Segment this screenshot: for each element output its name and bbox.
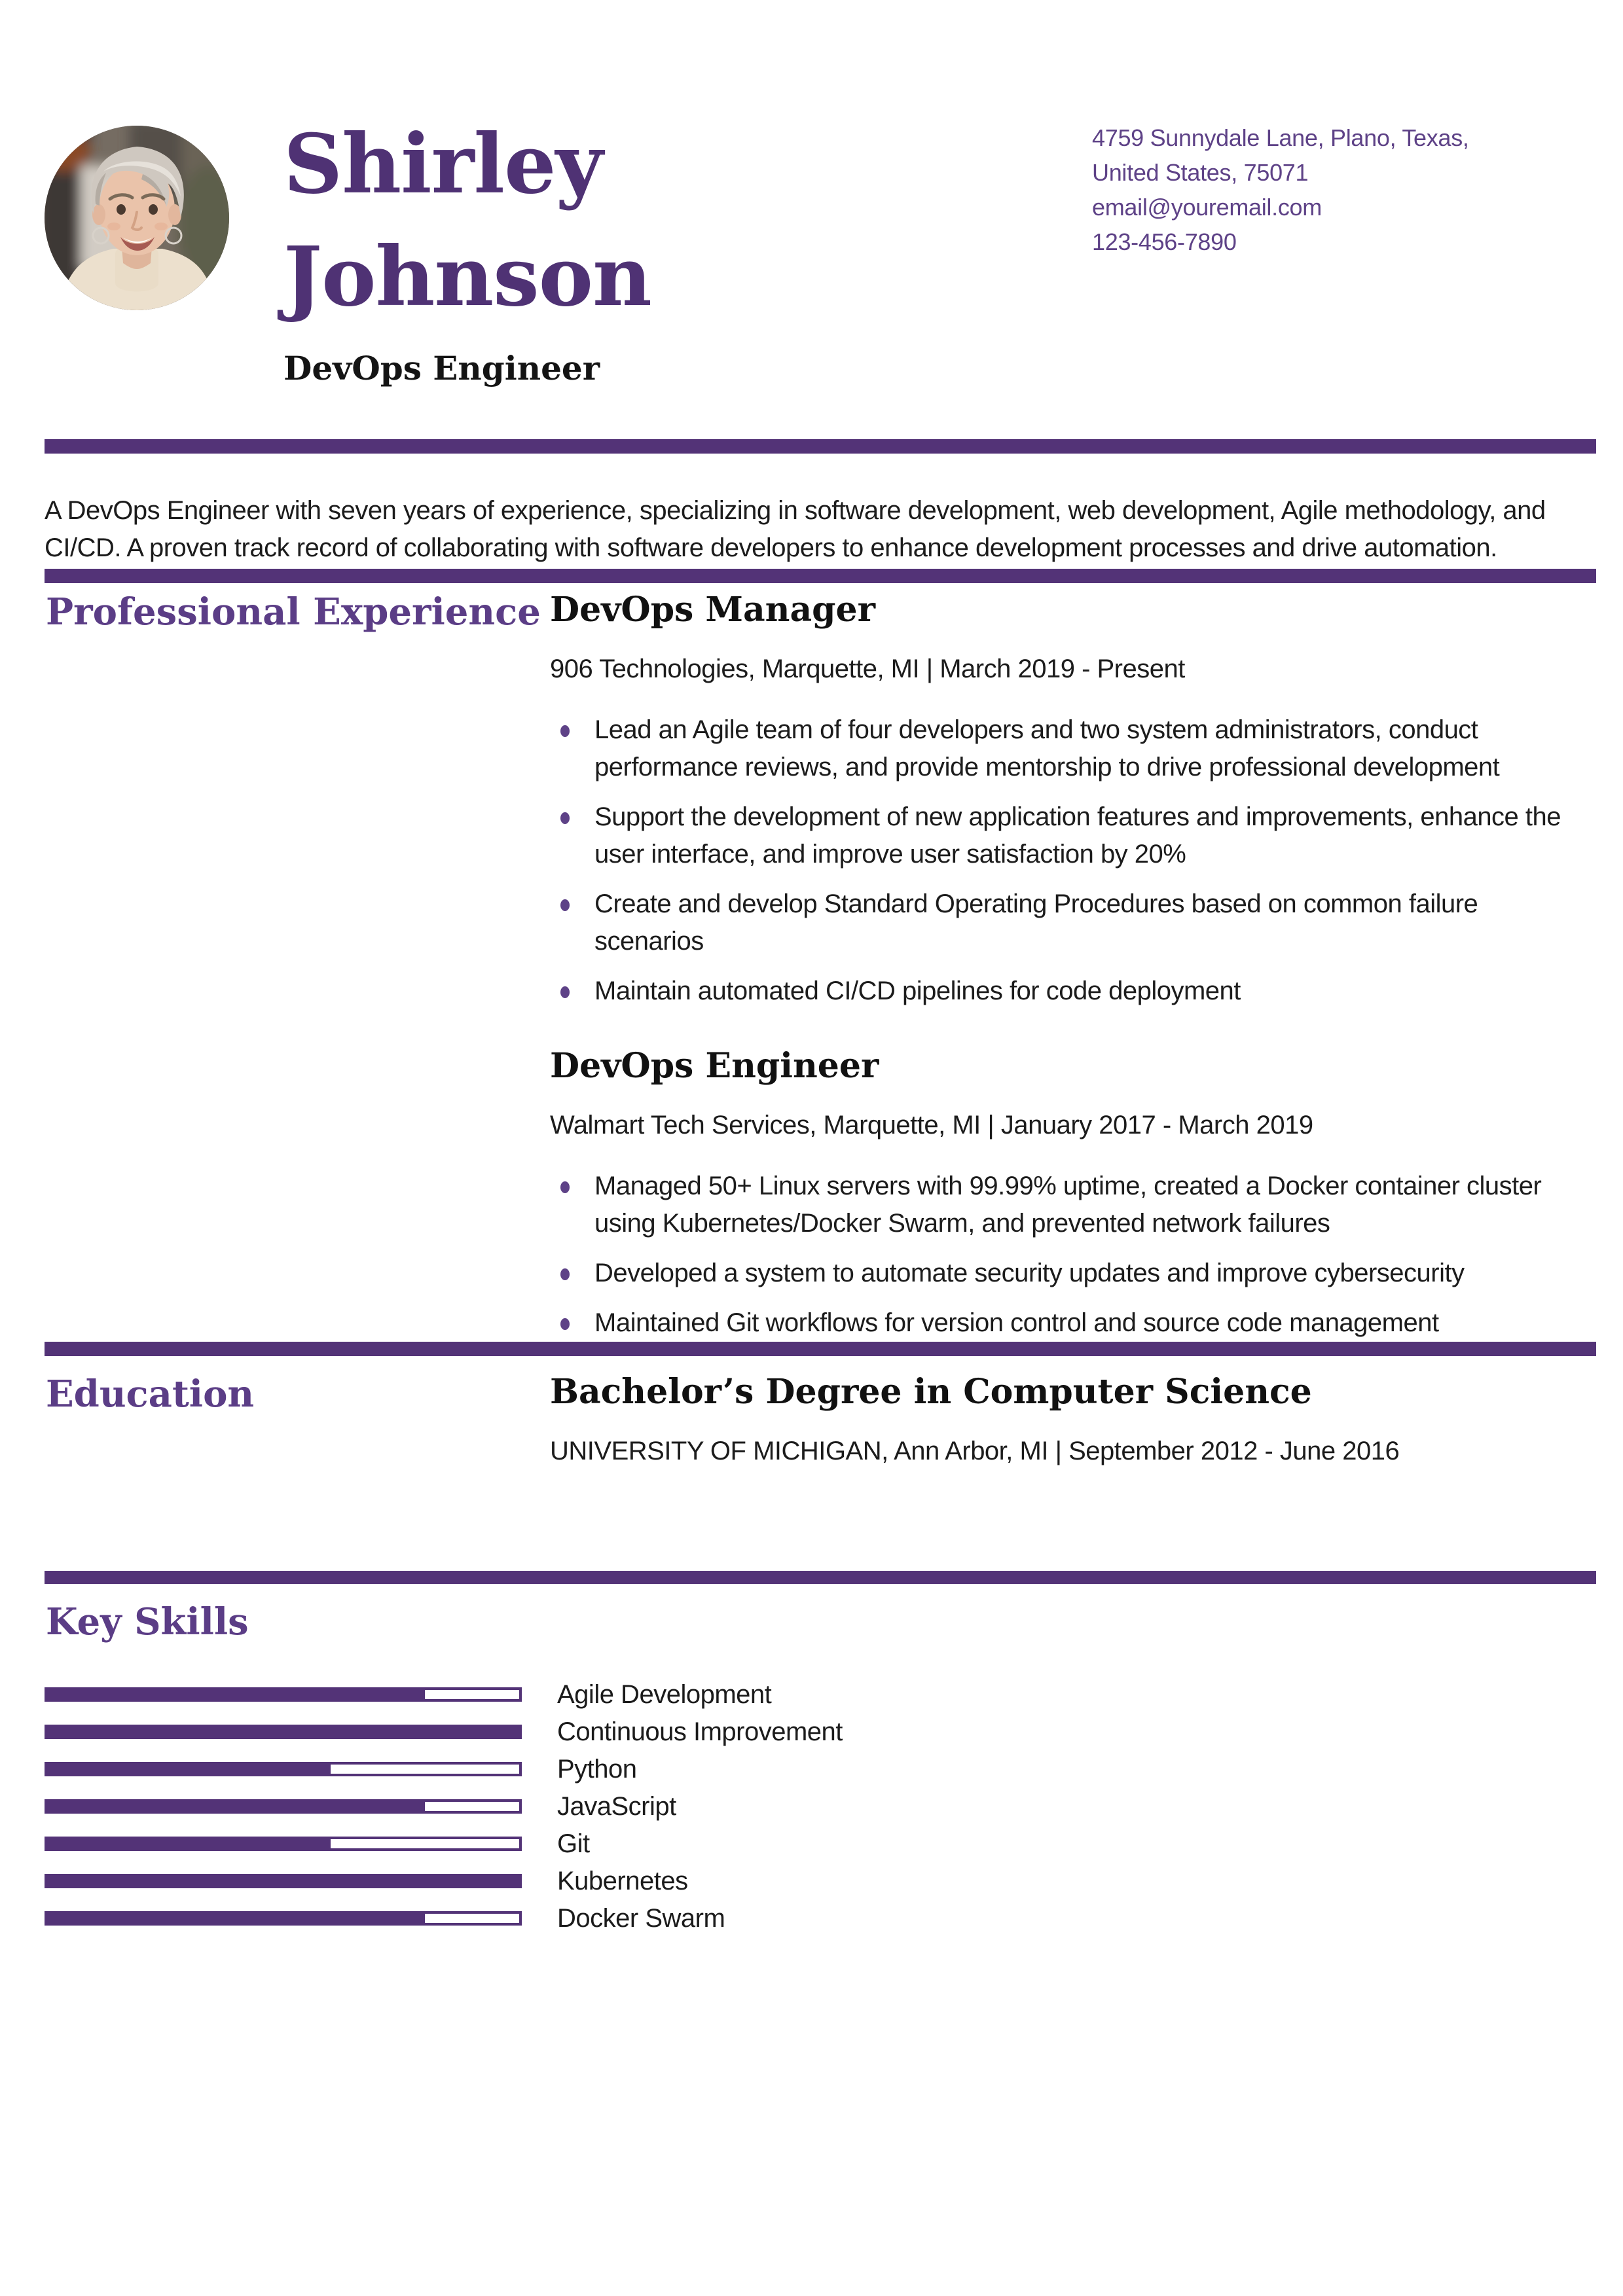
skill-row: Git [45,1829,1596,1858]
contact-address-line1: 4759 Sunnydale Lane, Plano, Texas, [1092,124,1469,151]
skill-level-bar [45,1762,522,1776]
skill-level-bar [45,1687,522,1702]
job-bullet: Maintained Git workflows for version con… [550,1304,1594,1342]
skills-list: Agile Development Continuous Improvement… [45,1680,1596,1948]
skill-label: Git [557,1829,590,1858]
job-bullet-list: Managed 50+ Linux servers with 99.99% up… [550,1168,1594,1342]
skill-level-bar [45,1911,522,1926]
skill-level-bar [45,1725,522,1739]
skill-level-bar [45,1837,522,1851]
skill-level-fill [45,1911,425,1926]
job-title: DevOps Manager [550,590,876,630]
skill-level-fill [45,1837,331,1851]
education-heading: Education [46,1372,255,1416]
contact-block: 4759 Sunnydale Lane, Plano, Texas, Unite… [1092,120,1469,259]
skill-level-fill [45,1725,522,1739]
job-bullet: Create and develop Standard Operating Pr… [550,886,1594,960]
person-last-name: Johnson [283,229,652,325]
person-role: DevOps Engineer [283,349,600,387]
skill-row: JavaScript [45,1792,1596,1821]
experience-section: Professional Experience DevOps Manager 9… [0,589,1623,1354]
skill-label: Docker Swarm [557,1904,725,1933]
experience-heading: Professional Experience [46,590,541,634]
skill-level-bar [45,1874,522,1888]
skill-label: JavaScript [557,1792,676,1821]
education-content: Bachelor’s Degree in Computer Science UN… [550,1371,1594,1470]
skill-level-bar [45,1799,522,1814]
person-name: Shirley Johnson [283,108,652,333]
job-bullet: Developed a system to automate security … [550,1255,1594,1292]
degree-meta: UNIVERSITY OF MICHIGAN, Ann Arbor, MI | … [550,1437,1400,1465]
divider-bar-before-education [45,1342,1596,1356]
skill-row: Continuous Improvement [45,1717,1596,1746]
divider-bar-top [45,439,1596,454]
skill-level-fill [45,1762,331,1776]
skill-label: Python [557,1755,637,1784]
contact-email[interactable]: email@youremail.com [1092,194,1322,221]
skill-level-fill [45,1687,425,1702]
skill-row: Python [45,1755,1596,1784]
contact-address-line2: United States, 75071 [1092,159,1309,186]
job-bullet: Support the development of new applicati… [550,798,1594,873]
person-first-name: Shirley [283,117,603,212]
job-meta: Walmart Tech Services, Marquette, MI | J… [550,1111,1313,1139]
skill-row: Docker Swarm [45,1904,1596,1933]
skill-level-fill [45,1874,522,1888]
skill-row: Kubernetes [45,1867,1596,1895]
job-bullet: Lead an Agile team of four developers an… [550,711,1594,786]
job-block: DevOps Engineer Walmart Tech Services, M… [550,1045,1594,1342]
experience-content: DevOps Manager 906 Technologies, Marquet… [550,589,1594,1342]
job-meta: 906 Technologies, Marquette, MI | March … [550,655,1185,683]
job-bullet-list: Lead an Agile team of four developers an… [550,711,1594,1010]
skill-label: Continuous Improvement [557,1717,843,1746]
skill-label: Agile Development [557,1680,772,1709]
divider-bar-after-summary [45,569,1596,583]
job-bullet: Managed 50+ Linux servers with 99.99% up… [550,1168,1594,1242]
skill-label: Kubernetes [557,1867,688,1895]
skill-level-fill [45,1799,425,1814]
contact-phone: 123-456-7890 [1092,228,1237,255]
degree-title: Bachelor’s Degree in Computer Science [550,1372,1312,1412]
profile-photo [45,126,229,310]
skill-row: Agile Development [45,1680,1596,1709]
portrait-illustration [45,126,229,310]
job-bullet: Maintain automated CI/CD pipelines for c… [550,973,1594,1010]
summary-paragraph: A DevOps Engineer with seven years of ex… [45,496,1546,562]
education-section: Education Bachelor’s Degree in Computer … [0,1371,1623,1470]
divider-bar-before-skills [45,1571,1596,1584]
skills-heading: Key Skills [46,1600,249,1643]
job-block: DevOps Manager 906 Technologies, Marquet… [550,589,1594,1010]
job-title: DevOps Engineer [550,1046,879,1086]
